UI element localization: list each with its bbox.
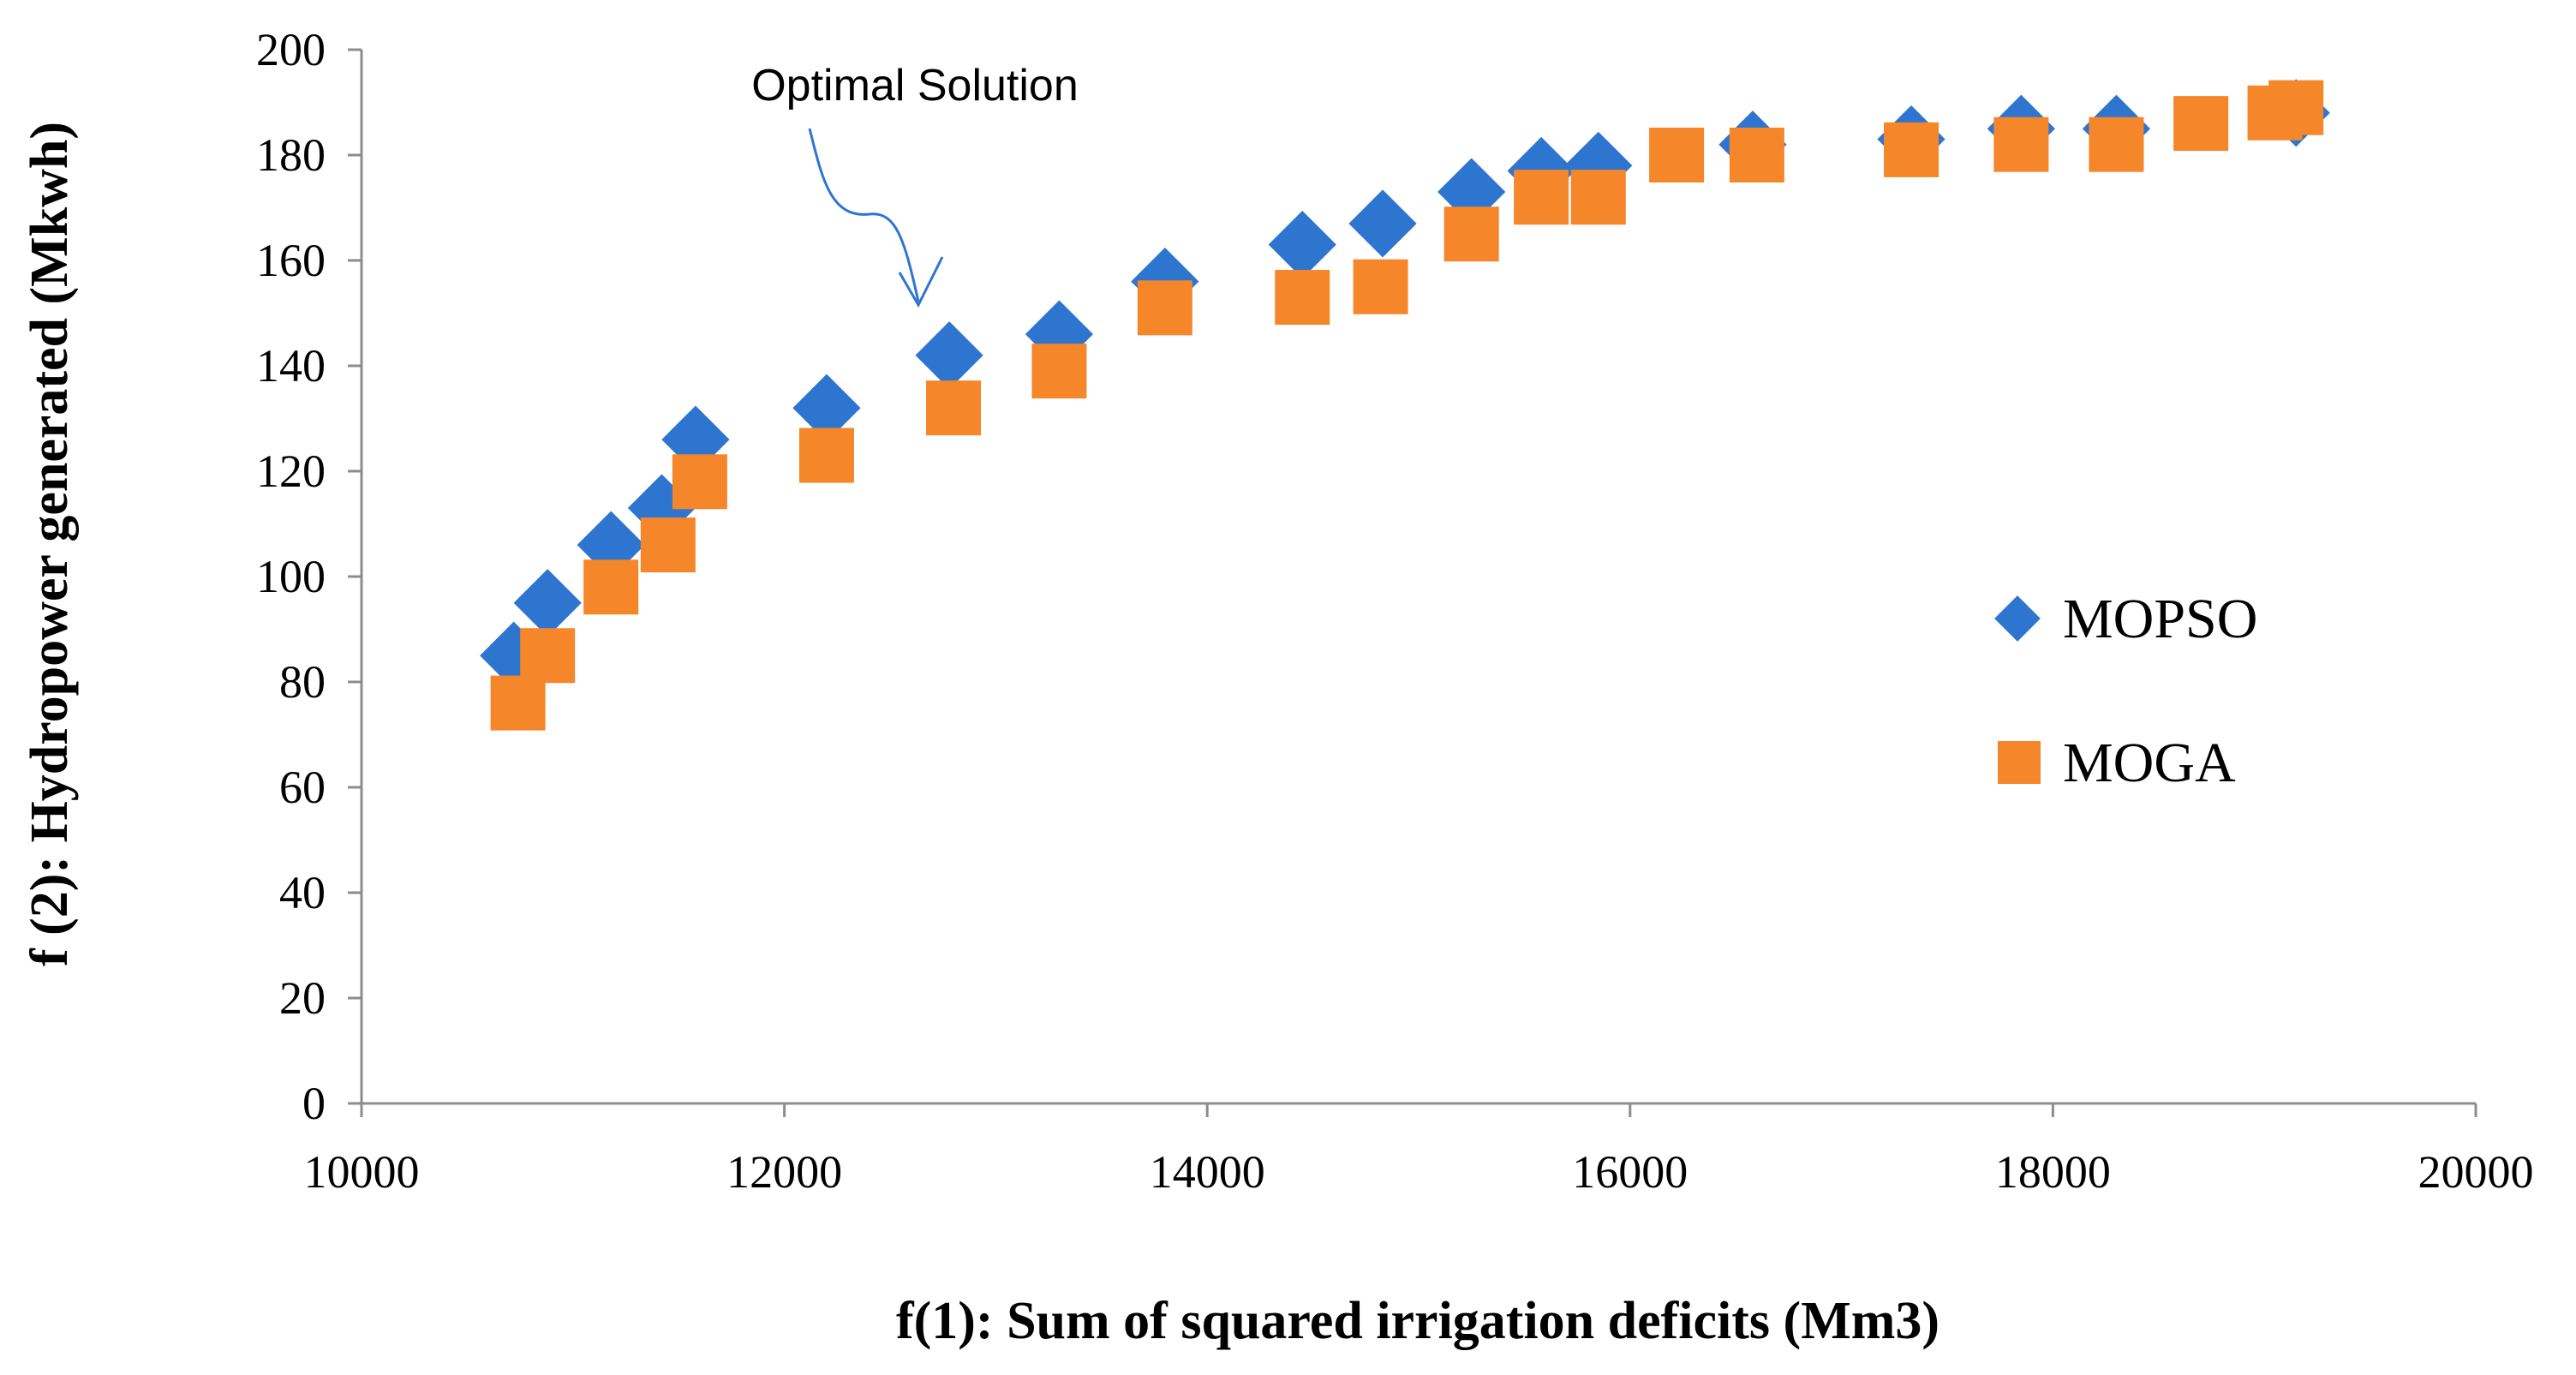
moga-point: [1993, 117, 2049, 172]
moga-point: [583, 559, 639, 615]
moga-point: [640, 517, 696, 573]
x-tick-label: 10000: [304, 1146, 420, 1198]
x-tick-label: 18000: [1995, 1146, 2111, 1198]
mopso-point: [1268, 210, 1336, 279]
moga-point: [490, 675, 546, 731]
x-tick-label: 20000: [2418, 1146, 2534, 1198]
mopso-point: [1348, 189, 1417, 258]
annotation-label: Optimal Solution: [751, 61, 1079, 111]
moga-point: [1649, 128, 1705, 182]
legend-marker-mopso: [1994, 595, 2041, 642]
moga-point: [2089, 117, 2144, 172]
mopso-point: [915, 321, 983, 390]
y-tick-label: 20: [279, 972, 326, 1024]
moga-point: [1275, 270, 1330, 326]
x-tick-label: 12000: [726, 1146, 842, 1198]
moga-point: [1514, 170, 1569, 225]
mopso-point: [792, 374, 861, 442]
moga-point: [1353, 259, 1408, 314]
y-tick-label: 200: [256, 24, 326, 75]
moga-point: [2173, 96, 2229, 152]
moga-point: [1443, 206, 1499, 262]
series-mopso: [480, 79, 2330, 690]
optimal-solution-annotation: Optimal Solution: [751, 61, 1079, 308]
moga-point: [926, 380, 982, 436]
x-axis-ticks: 10000 12000 14000 16000 18000 20000: [304, 1103, 2534, 1198]
y-tick-label: 180: [256, 129, 326, 181]
annotation-arrow: [808, 128, 920, 302]
legend-label-moga: MOGA: [2063, 732, 2236, 794]
mopso-point: [513, 569, 582, 637]
moga-point: [1884, 122, 1939, 177]
moga-point: [1570, 170, 1626, 225]
moga-point: [798, 427, 854, 483]
moga-point: [520, 628, 576, 684]
moga-point: [672, 454, 727, 510]
moga-point: [1137, 280, 1192, 336]
y-tick-label: 120: [256, 445, 326, 497]
y-tick-label: 100: [256, 551, 326, 602]
moga-point: [1031, 344, 1087, 399]
y-tick-label: 80: [279, 656, 326, 708]
legend-label-mopso: MOPSO: [2063, 588, 2257, 650]
y-tick-label: 40: [279, 867, 326, 918]
series-moga: [490, 80, 2324, 731]
data-points: [480, 79, 2330, 731]
x-tick-label: 16000: [1572, 1146, 1688, 1198]
annotation-arrowhead: [898, 256, 944, 308]
y-axis-title: f (2): Hydropower generated (Mkwh): [21, 122, 79, 966]
moga-point: [2268, 80, 2324, 135]
y-tick-label: 140: [256, 340, 326, 392]
x-axis-title: f(1): Sum of squared irrigation deficits…: [896, 1292, 1939, 1350]
y-tick-label: 160: [256, 235, 326, 286]
y-tick-label: 0: [302, 1078, 326, 1129]
moga-point: [1729, 128, 1784, 182]
legend: MOPSO MOGA: [1994, 588, 2257, 794]
y-axis-ticks: 0 20 40 60 80 100 120 140 160 180 200: [256, 24, 362, 1129]
axes: [360, 50, 2476, 1105]
legend-marker-moga: [1998, 741, 2041, 784]
y-tick-label: 60: [279, 762, 326, 813]
x-tick-label: 14000: [1150, 1146, 1265, 1198]
